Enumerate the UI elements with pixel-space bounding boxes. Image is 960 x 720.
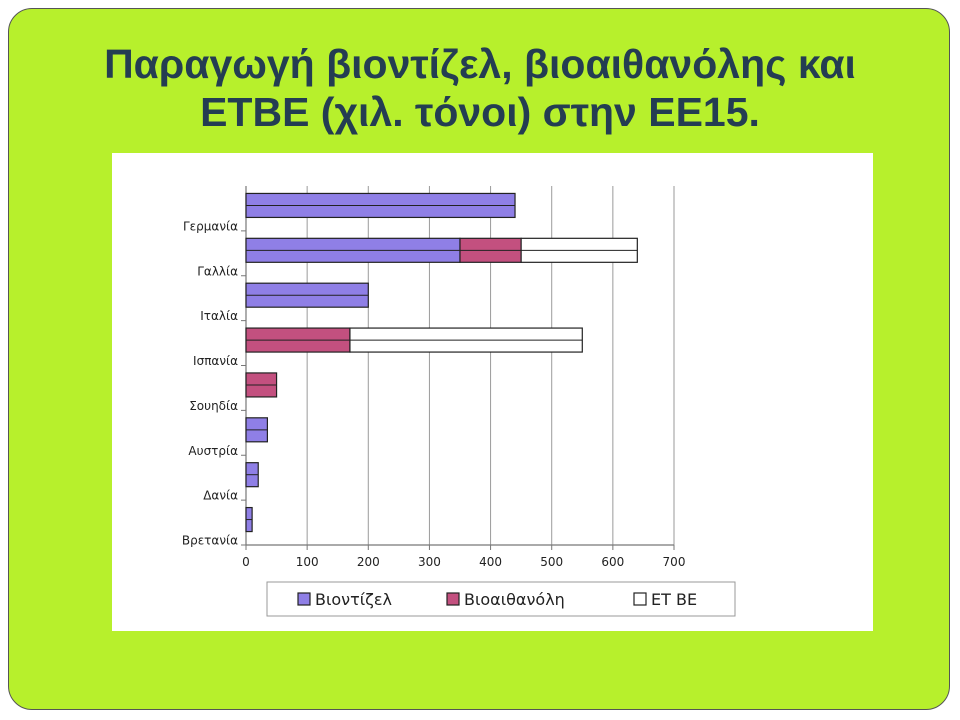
x-tick-label-500: 500: [540, 555, 563, 569]
legend-swatch-1: [446, 592, 460, 606]
category-label-5: Αυστρία: [188, 444, 238, 458]
category-label-3: Ισπανία: [193, 354, 238, 368]
category-label-4: Σουηδία: [189, 399, 238, 413]
x-tick-label-300: 300: [418, 555, 441, 569]
legend-label-0: Βιοντίζελ: [315, 590, 392, 609]
x-tick-label-100: 100: [296, 555, 319, 569]
legend-swatch-0: [297, 592, 311, 606]
x-tick-label-200: 200: [357, 555, 380, 569]
x-tick-label-700: 700: [663, 555, 686, 569]
legend-swatch-2: [633, 592, 647, 606]
category-label-6: Δανία: [203, 489, 238, 503]
category-label-0: Γερμανία: [183, 219, 238, 233]
legend-label-1: Βιοαιθανόλη: [464, 590, 565, 609]
category-label-7: Βρετανία: [182, 534, 238, 548]
x-tick-label-600: 600: [601, 555, 624, 569]
x-tick-label-400: 400: [479, 555, 502, 569]
category-label-1: Γαλλία: [197, 264, 238, 278]
legend-box: [266, 581, 736, 617]
x-tick-label-0: 0: [242, 555, 250, 569]
title-line-2: ETBE (χιλ. τόνοι) στην ΕΕ15.: [200, 89, 760, 135]
title-line-1: Παραγωγή βιοντίζελ, βιοαιθανόλης και: [104, 41, 856, 87]
bar-chart: 0 100 200 300 400 500 600 700 Γερμανία Γαλλία Ιταλ…: [182, 186, 736, 617]
chart-panel: 0 100 200 300 400 500 600 700 Γερμανία Γαλλία Ιταλ…: [112, 153, 873, 631]
category-label-2: Ιταλία: [200, 309, 238, 323]
legend-label-2: ET BE: [651, 590, 697, 609]
slide-title: Παραγωγή βιοντίζελ, βιοαιθανόλης και ETB…: [0, 40, 960, 136]
